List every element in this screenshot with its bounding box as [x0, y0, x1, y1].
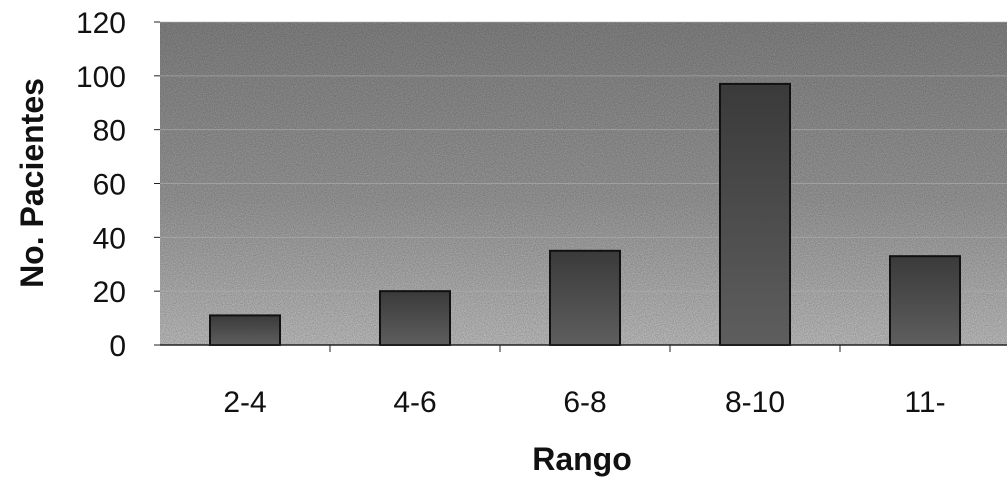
x-tick-label: 4-6 — [393, 386, 436, 419]
bars — [209, 82, 961, 347]
y-tick-label: 20 — [93, 276, 126, 309]
x-axis-title: Rango — [532, 441, 632, 477]
y-tick-label: 100 — [76, 61, 126, 94]
bar-8-10 — [719, 82, 791, 347]
y-tick-label: 80 — [93, 115, 126, 148]
y-tick-label: 0 — [109, 330, 126, 363]
bar-4-6 — [379, 290, 451, 346]
x-tick-label: 11- — [904, 386, 945, 419]
bar-11- — [889, 255, 961, 346]
x-tick-label: 6-8 — [563, 386, 606, 419]
x-tick-label: 2-4 — [223, 386, 266, 419]
bar-6-8 — [549, 249, 621, 347]
y-tick-label: 60 — [93, 169, 126, 202]
y-axis-title: No. Pacientes — [14, 78, 50, 288]
x-axis-ticks: 2-4 4-6 6-8 8-10 11- — [223, 345, 946, 419]
y-tick-label: 40 — [93, 222, 126, 255]
bar-2-4 — [209, 314, 281, 346]
y-axis-ticks: 0 20 40 60 80 100 120 — [76, 7, 160, 363]
x-tick-label: 8-10 — [725, 386, 785, 419]
y-tick-label: 120 — [76, 7, 126, 40]
